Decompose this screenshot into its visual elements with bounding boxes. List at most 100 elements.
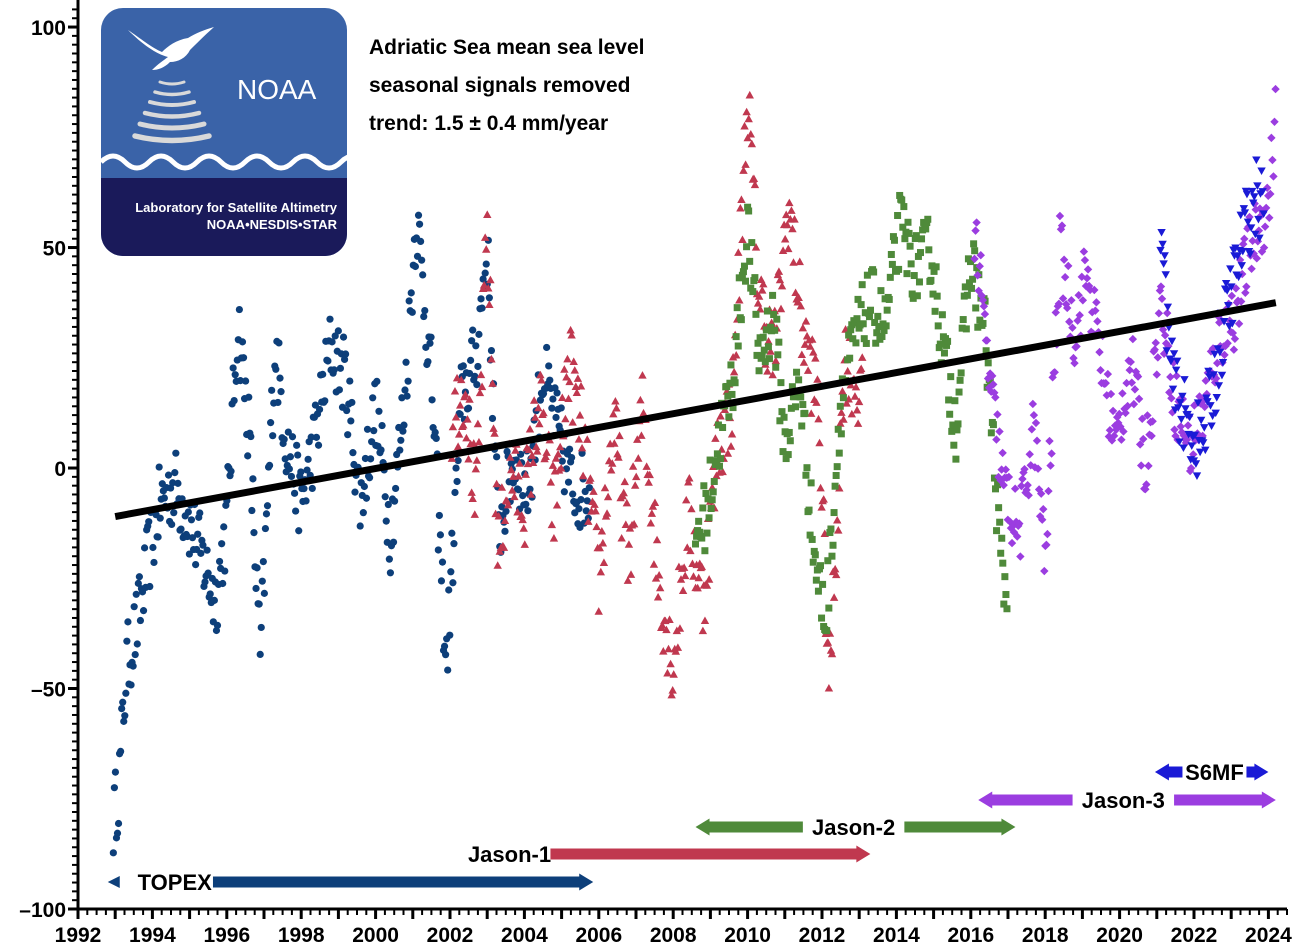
data-point-topex xyxy=(408,308,416,316)
data-point-jason-2 xyxy=(812,576,820,584)
data-point-jason-3 xyxy=(1084,281,1094,291)
data-point-topex xyxy=(177,525,185,533)
data-point-jason-1 xyxy=(819,495,828,503)
data-point-topex xyxy=(339,333,348,341)
data-point-topex xyxy=(356,522,364,530)
data-point-jason-1 xyxy=(541,452,550,460)
data-point-jason-2 xyxy=(780,413,788,421)
data-point-jason-2 xyxy=(839,394,847,402)
data-point-s6mf xyxy=(1190,431,1200,440)
data-point-topex xyxy=(258,577,266,585)
data-point-jason-3 xyxy=(1018,474,1027,484)
data-point-jason-1 xyxy=(755,304,765,313)
data-point-topex xyxy=(348,398,356,407)
data-point-jason-2 xyxy=(715,462,723,470)
data-point-jason-3 xyxy=(1059,255,1069,264)
data-point-jason-2 xyxy=(740,262,748,270)
data-point-jason-2 xyxy=(948,427,956,435)
data-point-topex xyxy=(272,365,280,373)
data-point-jason-2 xyxy=(961,283,969,291)
data-point-s6mf xyxy=(1177,415,1186,424)
data-point-jason-1 xyxy=(608,459,617,467)
data-point-topex xyxy=(552,413,560,422)
data-point-jason-1 xyxy=(637,431,646,439)
data-point-jason-1 xyxy=(590,500,599,508)
data-point-jason-1 xyxy=(666,659,675,668)
data-point-jason-3 xyxy=(1182,435,1192,444)
data-point-jason-2 xyxy=(755,367,763,375)
data-point-topex xyxy=(160,494,168,502)
data-point-jason-2 xyxy=(752,310,760,318)
data-point-jason-2 xyxy=(724,392,732,400)
data-point-topex xyxy=(479,275,487,283)
data-point-jason-2 xyxy=(819,580,827,588)
data-point-jason-2 xyxy=(705,514,713,522)
data-point-topex xyxy=(129,662,137,670)
data-point-jason-2 xyxy=(888,260,896,268)
data-point-jason-1 xyxy=(679,563,689,571)
data-point-jason-1 xyxy=(671,647,681,655)
data-point-topex xyxy=(396,446,404,454)
data-point-jason-3 xyxy=(1138,414,1147,424)
data-point-topex xyxy=(292,507,300,515)
data-point-topex xyxy=(131,650,139,659)
data-point-jason-1 xyxy=(517,511,526,519)
data-point-jason-1 xyxy=(790,215,799,223)
data-point-jason-1 xyxy=(838,387,847,395)
data-point-jason-1 xyxy=(533,447,542,455)
data-point-jason-2 xyxy=(802,471,810,479)
data-point-s6mf xyxy=(1239,205,1249,213)
data-point-jason-1 xyxy=(829,593,839,601)
data-point-topex xyxy=(260,589,268,597)
data-point-s6mf xyxy=(1185,413,1194,422)
data-point-jason-1 xyxy=(563,354,572,363)
data-point-jason-2 xyxy=(914,252,922,260)
data-point-topex xyxy=(560,488,568,496)
data-point-topex xyxy=(553,389,561,397)
data-point-jason-2 xyxy=(808,535,816,543)
data-point-topex xyxy=(261,524,270,533)
data-point-jason-3 xyxy=(1229,345,1239,354)
data-point-jason-1 xyxy=(570,366,579,374)
data-point-jason-1 xyxy=(562,372,571,381)
data-point-jason-1 xyxy=(814,414,823,423)
data-point-jason-2 xyxy=(769,291,777,299)
data-point-s6mf xyxy=(1237,262,1246,270)
data-point-jason-1 xyxy=(461,390,470,398)
data-point-s6mf xyxy=(1176,399,1185,407)
data-point-jason-3 xyxy=(1159,349,1169,358)
mission-bar-segment xyxy=(212,873,594,891)
data-point-jason-2 xyxy=(950,441,958,449)
data-point-jason-2 xyxy=(940,349,948,357)
data-point-jason-1 xyxy=(764,337,773,345)
data-point-topex xyxy=(110,784,118,792)
data-point-jason-3 xyxy=(1017,481,1026,491)
data-point-jason-2 xyxy=(846,354,854,362)
data-point-jason-3 xyxy=(973,271,982,280)
data-point-topex xyxy=(403,392,411,400)
data-point-jason-3 xyxy=(1256,211,1266,220)
data-point-jason-3 xyxy=(989,380,998,389)
data-point-topex xyxy=(119,698,127,706)
data-point-jason-3 xyxy=(1070,358,1079,368)
data-point-jason-1 xyxy=(514,471,523,480)
data-point-jason-1 xyxy=(476,370,486,379)
data-point-jason-1 xyxy=(768,370,777,379)
data-point-topex xyxy=(414,211,423,219)
data-point-jason-3 xyxy=(1080,255,1090,265)
data-point-jason-2 xyxy=(811,551,819,559)
data-point-jason-1 xyxy=(566,325,575,334)
data-point-jason-1 xyxy=(471,464,481,473)
data-point-jason-1 xyxy=(687,504,696,513)
y-minor-ticks xyxy=(68,8,78,911)
data-point-topex xyxy=(250,529,258,537)
data-point-jason-3 xyxy=(1151,338,1160,348)
mission-label: S6MF xyxy=(1185,760,1244,785)
data-point-jason-2 xyxy=(959,316,967,324)
data-point-topex xyxy=(326,315,334,323)
data-point-topex xyxy=(324,357,332,365)
data-point-topex xyxy=(401,386,409,394)
data-point-topex xyxy=(501,527,509,535)
data-point-jason-1 xyxy=(542,448,551,456)
